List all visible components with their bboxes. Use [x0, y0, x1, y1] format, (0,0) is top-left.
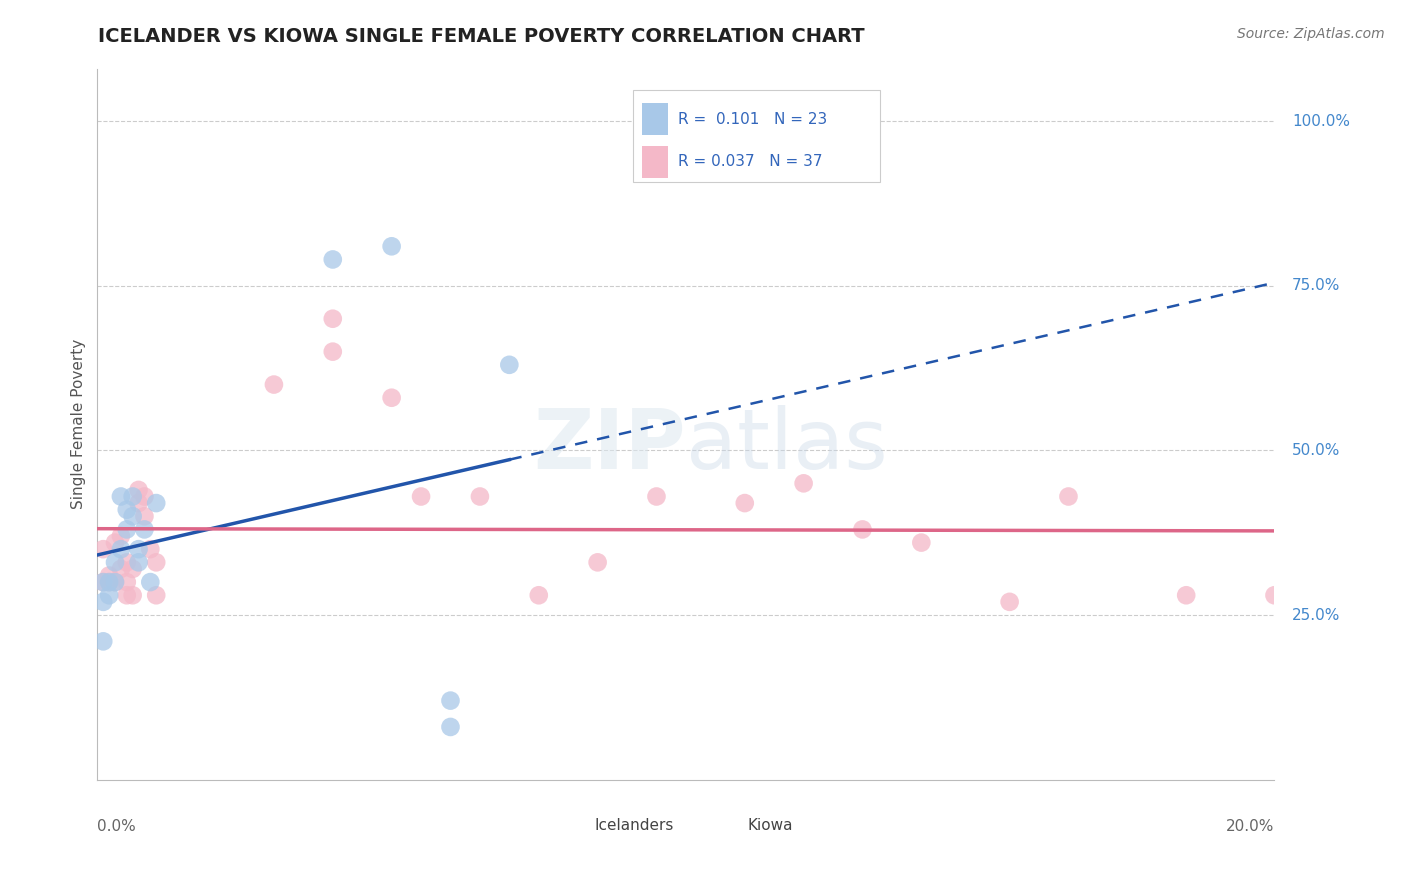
Point: [110, 562, 132, 576]
Bar: [562, 813, 588, 838]
Point: [115, 588, 138, 602]
Bar: [716, 813, 741, 838]
Point: [110, 490, 132, 504]
Point: [121, 490, 143, 504]
Point: [104, 535, 127, 549]
Point: [115, 555, 138, 569]
Point: [145, 496, 167, 510]
Point: [128, 542, 150, 557]
Point: [91, 575, 114, 590]
Point: [115, 575, 138, 590]
Point: [104, 575, 127, 590]
Point: [498, 358, 520, 372]
Bar: [633, 90, 880, 182]
Bar: [643, 146, 668, 178]
Point: [586, 555, 609, 569]
Point: [1263, 588, 1285, 602]
Point: [322, 311, 344, 326]
Point: [98, 568, 121, 582]
Point: [139, 542, 162, 557]
Point: [128, 483, 150, 497]
Text: ICELANDER VS KIOWA SINGLE FEMALE POVERTY CORRELATION CHART: ICELANDER VS KIOWA SINGLE FEMALE POVERTY…: [98, 27, 865, 45]
Point: [439, 720, 461, 734]
Point: [104, 555, 127, 569]
Point: [121, 588, 143, 602]
Point: [1057, 490, 1080, 504]
Bar: [643, 103, 668, 136]
Point: [91, 575, 114, 590]
Point: [91, 595, 114, 609]
Text: 50.0%: 50.0%: [1292, 443, 1340, 458]
Text: 0.0%: 0.0%: [97, 819, 136, 834]
Point: [110, 529, 132, 543]
Point: [115, 502, 138, 516]
Y-axis label: Single Female Poverty: Single Female Poverty: [72, 339, 86, 509]
Text: Source: ZipAtlas.com: Source: ZipAtlas.com: [1237, 27, 1385, 41]
Point: [322, 252, 344, 267]
Point: [115, 523, 138, 537]
Point: [134, 509, 156, 524]
Text: atlas: atlas: [686, 405, 887, 486]
Point: [91, 542, 114, 557]
Text: 100.0%: 100.0%: [1292, 113, 1350, 128]
Point: [527, 588, 550, 602]
Point: [98, 575, 121, 590]
Text: R =  0.101   N = 23: R = 0.101 N = 23: [678, 112, 827, 127]
Point: [134, 523, 156, 537]
Point: [263, 377, 285, 392]
Point: [468, 490, 491, 504]
Point: [134, 490, 156, 504]
Point: [110, 542, 132, 557]
Point: [851, 523, 873, 537]
Text: 75.0%: 75.0%: [1292, 278, 1340, 293]
Point: [734, 496, 756, 510]
Point: [793, 476, 815, 491]
Point: [121, 509, 143, 524]
Point: [98, 588, 121, 602]
Point: [910, 535, 932, 549]
Point: [145, 588, 167, 602]
Point: [139, 575, 162, 590]
Text: ZIP: ZIP: [533, 405, 686, 486]
Point: [381, 239, 404, 253]
Point: [128, 496, 150, 510]
Point: [91, 634, 114, 648]
Point: [998, 595, 1021, 609]
Text: 20.0%: 20.0%: [1226, 819, 1274, 834]
Text: Kiowa: Kiowa: [747, 818, 793, 833]
Point: [145, 555, 167, 569]
Point: [645, 490, 668, 504]
Text: 25.0%: 25.0%: [1292, 607, 1340, 623]
Point: [128, 555, 150, 569]
Point: [322, 344, 344, 359]
Point: [121, 562, 143, 576]
Point: [439, 693, 461, 707]
Text: R = 0.037   N = 37: R = 0.037 N = 37: [678, 154, 823, 169]
Point: [381, 391, 404, 405]
Point: [104, 575, 127, 590]
Text: Icelanders: Icelanders: [595, 818, 673, 833]
Point: [409, 490, 432, 504]
Point: [1175, 588, 1198, 602]
Point: [98, 575, 121, 590]
